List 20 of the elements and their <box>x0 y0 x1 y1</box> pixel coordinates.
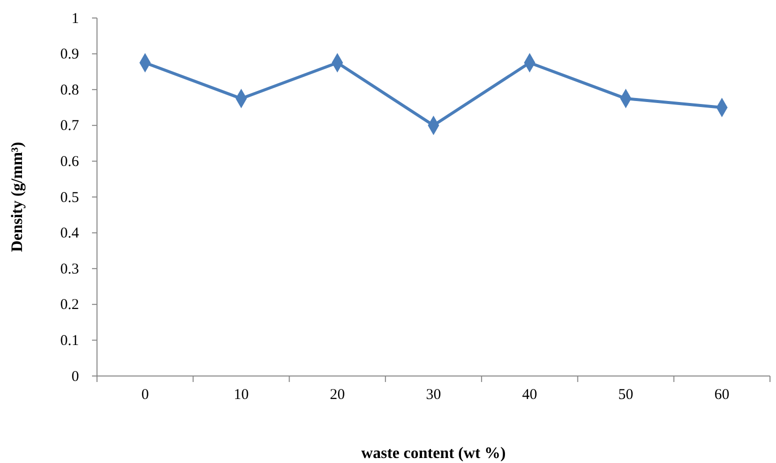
x-tick-label: 60 <box>714 387 730 403</box>
y-axis-title: Density (g/mm³) <box>9 142 26 252</box>
y-tick-label: 0.5 <box>60 190 79 206</box>
x-tick-label: 10 <box>234 387 249 403</box>
y-tick-label: 0 <box>72 368 79 385</box>
y-tick-label: 0.1 <box>60 333 79 349</box>
y-tick-label: 1 <box>72 10 79 27</box>
x-axis-title: waste content (wt %) <box>361 445 506 462</box>
y-tick-label: 0.6 <box>60 154 80 170</box>
x-tick-label: 40 <box>522 387 538 403</box>
x-tick-label: 20 <box>330 387 345 403</box>
y-tick-label: 0.9 <box>60 46 79 63</box>
x-tick-label: 30 <box>426 387 441 403</box>
x-tick-label: 50 <box>618 387 634 403</box>
y-tick-label: 0.8 <box>60 82 79 98</box>
y-tick-label: 0.7 <box>60 118 80 134</box>
x-tick-label: 0 <box>141 387 149 403</box>
y-tick-label: 0.3 <box>60 261 79 278</box>
y-tick-label: 0.4 <box>60 226 80 242</box>
y-tick-label: 0.2 <box>60 297 79 314</box>
